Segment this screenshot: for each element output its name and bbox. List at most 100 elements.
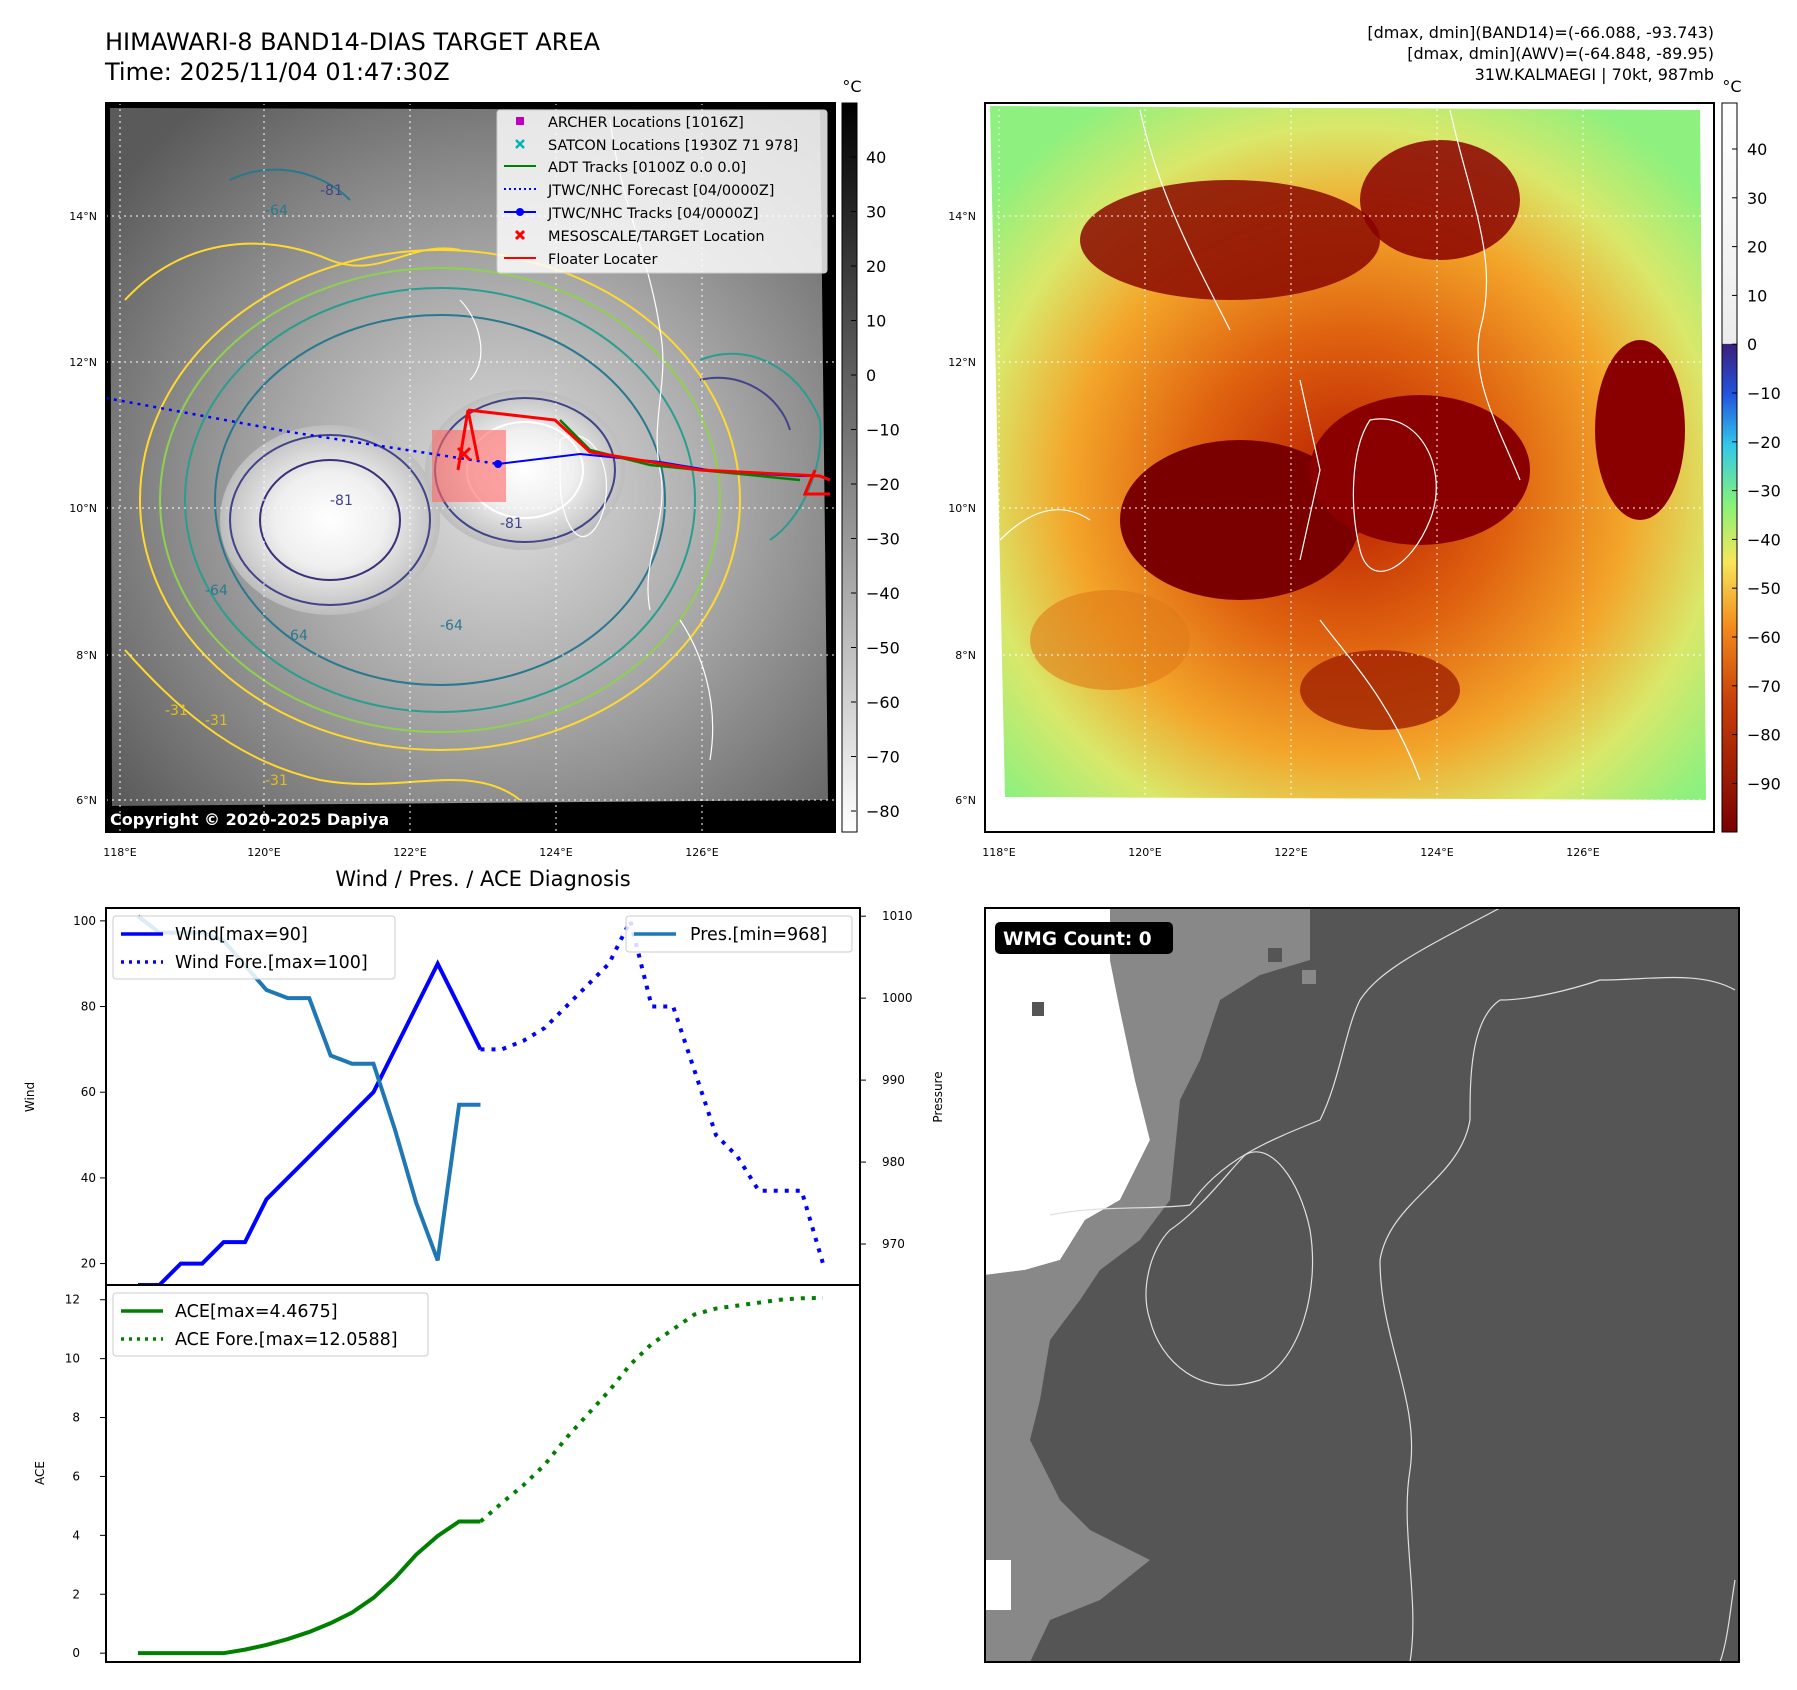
wmg-count: WMG Count: 0 [1003,929,1152,950]
legend-adt: ADT Tracks [0100Z 0.0 0.0] [548,160,746,176]
legend-pressure: Pres.[min=968] [690,925,827,945]
awv-lat-label: 10°N [948,502,976,515]
wmg-light-region [985,908,1310,1662]
awv-lon-label: 126°E [1566,846,1599,859]
info-awv-range: [dmax, dmin](AWV)=(-64.848, -89.95) [1407,44,1714,63]
wind-legend: Wind[max=90] Wind Fore.[max=100] [112,915,396,980]
wind-tick-label: 40 [81,1171,96,1185]
awv-colorbar-unit: °C [1722,77,1741,96]
ace-line [138,1519,481,1656]
contour-label: -81 [500,516,523,532]
wmg-white-region [985,908,1150,1275]
ir-colorbar-tick: 20 [866,257,886,276]
legend-ace-forecast: ACE Fore.[max=12.0588] [175,1330,398,1350]
awv-map: 14°N 12°N 10°N 8°N 6°N 118°E 120°E 122°E… [948,77,1781,859]
legend-floater: Floater Locater [548,252,657,268]
wind-tick-label: 60 [81,1085,96,1099]
awv-lat-label: 14°N [948,210,976,223]
awv-lon-label: 124°E [1420,846,1453,859]
ace-tick-label: 4 [72,1528,80,1542]
awv-colorbar [1721,102,1738,833]
ir-colorbar-tick: −60 [866,693,900,712]
ace-tick-label: 0 [72,1646,80,1660]
ace-tick-label: 12 [65,1293,80,1307]
pressure-axis-label: Pressure [931,1071,945,1122]
ir-colorbar-tick: −80 [866,802,900,821]
target-legend-icon [514,229,526,241]
awv-colorbar-tick: 40 [1747,140,1767,159]
contour-label: -81 [320,183,343,199]
awv-colorbar-tick: −80 [1747,726,1781,745]
legend-wind-forecast: Wind Fore.[max=100] [175,953,368,973]
contour-label: -31 [205,713,228,729]
awv-lat-label: 6°N [955,794,976,807]
awv-colorbar-tick: −30 [1747,482,1781,501]
ir-legend: ARCHER Locations [1016Z] SATCON Location… [496,109,828,274]
pressure-tick-label: 970 [882,1237,905,1251]
ace-tick-label: 8 [72,1411,80,1425]
awv-lon-label: 120°E [1128,846,1161,859]
contour-label: -64 [205,583,228,599]
adt-track [559,419,801,482]
wind-tick-label: 100 [73,914,96,928]
ir-colorbar-tick: −70 [866,748,900,767]
legend-ace: ACE[max=4.4675] [175,1302,338,1322]
legend-tracks: JTWC/NHC Tracks [04/0000Z] [547,206,759,222]
diagnosis-title: Wind / Pres. / ACE Diagnosis [335,867,630,891]
ir-colorbar-tick: 40 [866,148,886,167]
ace-axis-label: ACE [33,1461,47,1485]
ir-colorbar-tick: −10 [866,421,900,440]
ir-lat-label: 14°N [69,210,97,223]
pressure-tick-label: 1000 [882,991,913,1005]
ir-lat-label: 12°N [69,356,97,369]
legend-target: MESOSCALE/TARGET Location [548,229,765,245]
legend-wind: Wind[max=90] [175,925,308,945]
contour-label: -64 [285,628,308,644]
awv-lon-label: 122°E [1274,846,1307,859]
wind-axis-label: Wind [23,1082,37,1112]
ir-colorbar-tick: 30 [866,203,886,222]
awv-colorbar-tick: −10 [1747,384,1781,403]
contour-label: -64 [265,203,288,219]
ir-colorbar-tick: 0 [866,366,876,385]
awv-colorbar-tick: −50 [1747,579,1781,598]
ir-lat-label: 6°N [76,794,97,807]
copyright: Copyright © 2020-2025 Dapiya [110,810,389,829]
wind-tick-label: 80 [81,1000,96,1014]
figure-time: Time: 2025/11/04 01:47:30Z [104,58,450,86]
contour-label: -31 [265,773,288,789]
archer-legend-icon [516,117,524,125]
awv-lat-label: 12°N [948,356,976,369]
contour-label: -31 [165,703,188,719]
pressure-tick-label: 1010 [882,909,913,923]
ir-colorbar-tick: 10 [866,312,886,331]
awv-colorbar-tick: 10 [1747,286,1767,305]
ir-lon-label: 126°E [685,846,718,859]
legend-archer: ARCHER Locations [1016Z] [548,115,744,131]
target-box [432,430,506,502]
awv-colorbar-tick: −60 [1747,628,1781,647]
ir-colorbar-tick: −40 [866,584,900,603]
awv-lon-label: 118°E [982,846,1015,859]
ace-chart: 0 2 4 6 8 10 12 ACE ACE[max=4.4675] ACE Fore.[… [33,1284,861,1663]
jtwc-track-point [494,460,502,468]
figure-title: HIMAWARI-8 BAND14-DIAS TARGET AREA [105,28,601,56]
awv-colorbar-tick: 20 [1747,238,1767,257]
awv-colorbar-tick: −70 [1747,677,1781,696]
awv-colorbar-tick: 0 [1747,335,1757,354]
ir-colorbar-unit: °C [842,77,861,96]
info-band14-range: [dmax, dmin](BAND14)=(-66.088, -93.743) [1367,23,1714,42]
ace-legend: ACE[max=4.4675] ACE Fore.[max=12.0588] [112,1292,429,1357]
floater-locater [456,408,831,496]
pressure-tick-label: 990 [882,1073,905,1087]
ir-map: -64 -64 -81 -81 -81 -31 -31 -31 -64 -64 [69,77,900,859]
ir-colorbar-tick: −30 [866,530,900,549]
ir-lon-label: 122°E [393,846,426,859]
wind-line [138,959,483,1287]
legend-forecast: JTWC/NHC Forecast [04/0000Z] [547,183,774,199]
legend-satcon: SATCON Locations [1930Z 71 978] [548,138,798,154]
awv-colorbar-tick: −90 [1747,774,1781,793]
ir-colorbar [841,102,858,833]
wmg-map: WMG Count: 0 [984,907,1740,1663]
